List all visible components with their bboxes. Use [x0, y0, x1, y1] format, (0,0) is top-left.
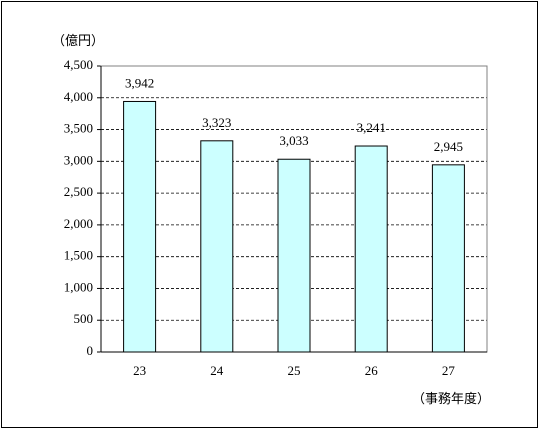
- x-tick-label: 27: [442, 363, 456, 378]
- x-axis-label: （事務年度）: [412, 391, 490, 406]
- data-label: 3,323: [202, 115, 231, 130]
- y-tick-label: 3,500: [64, 121, 93, 136]
- y-tick-label: 500: [74, 311, 94, 326]
- y-tick-label: 2,500: [64, 184, 93, 199]
- x-tick-label: 23: [133, 363, 146, 378]
- bar: [277, 158, 311, 353]
- data-label: 2,945: [434, 139, 463, 154]
- data-label: 3,033: [279, 133, 308, 148]
- y-tick-label: 4,000: [64, 89, 93, 104]
- x-tick-label: 24: [210, 363, 224, 378]
- data-label: 3,241: [357, 120, 386, 135]
- x-tick-label: 26: [365, 363, 379, 378]
- bar: [431, 164, 465, 353]
- y-tick-label: 1,500: [64, 248, 93, 263]
- bar: [354, 145, 388, 353]
- bar: [200, 140, 234, 353]
- y-tick-label: 1,000: [64, 279, 93, 294]
- y-tick-label: 2,000: [64, 216, 93, 231]
- y-axis-label: （億円）: [52, 33, 104, 48]
- bar: [123, 100, 157, 353]
- data-label: 3,942: [125, 75, 154, 90]
- y-tick-label: 3,000: [64, 152, 93, 167]
- x-tick-label: 25: [288, 363, 301, 378]
- y-tick-label: 0: [87, 343, 94, 358]
- y-tick-label: 4,500: [64, 57, 93, 72]
